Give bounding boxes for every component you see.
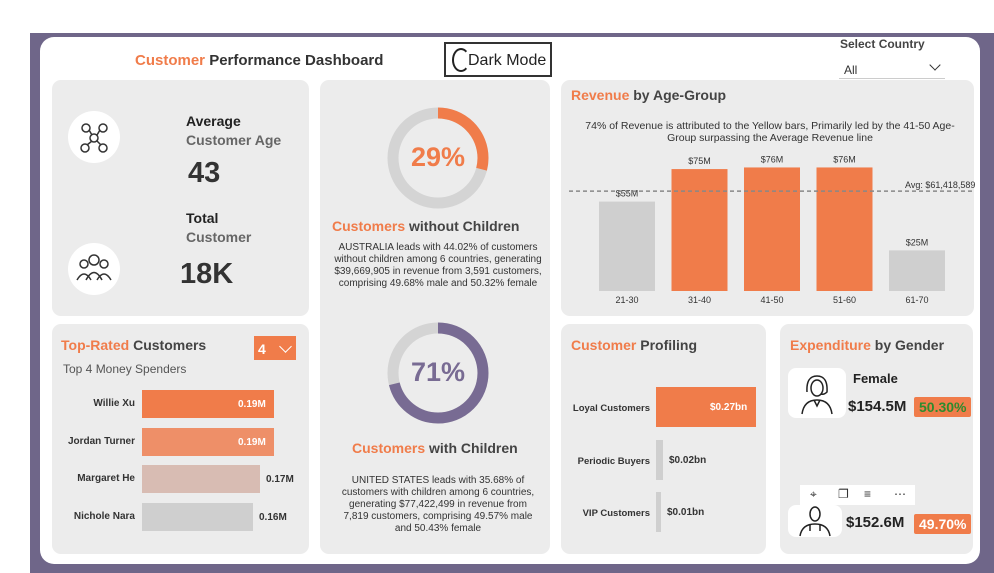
x-tick-label: 41-50 <box>760 295 783 305</box>
bar <box>599 201 655 291</box>
bar-value-label: 0.19M <box>238 399 266 410</box>
bar <box>656 492 661 532</box>
bar <box>142 427 274 456</box>
avg-age-label-1: Average <box>186 113 241 129</box>
more-icon[interactable]: ⋯ <box>894 487 906 501</box>
donut-with-percent: 71% <box>410 357 466 387</box>
avg-age-value: 43 <box>188 157 221 189</box>
dark-mode-button[interactable]: Dark Mode <box>444 42 552 77</box>
copy-icon[interactable]: ❐ <box>838 487 849 501</box>
bar-value-label: $0.27bn <box>710 402 748 413</box>
average-line-label: Avg: $61,418,589 <box>905 180 976 190</box>
donut-without-percent: 29% <box>410 142 466 172</box>
group-people-icon <box>68 243 120 295</box>
country-select[interactable]: All <box>839 58 945 79</box>
top-n-value: 4 <box>258 341 266 357</box>
bar-value-label: 0.16M <box>259 511 287 523</box>
children-card <box>320 80 550 554</box>
bar <box>816 167 873 291</box>
bar <box>142 390 274 418</box>
bar-label: Willie Xu <box>93 398 135 409</box>
top-n-selector[interactable]: 4 <box>254 336 296 360</box>
revenue-age-chart: $55M 21-30 $75M 31-40 $76M 41-50 $76M 51-60 $25M… <box>569 154 974 305</box>
bar-label: Nichole Nara <box>73 510 135 522</box>
bar-label: Loyal Customers <box>572 403 650 414</box>
man-avatar-icon <box>788 505 842 537</box>
donut-without-children <box>387 107 489 209</box>
bar <box>671 169 728 291</box>
chevron-down-icon <box>929 59 941 71</box>
top-rated-subtitle: Top 4 Money Spenders <box>63 362 187 376</box>
x-tick-label: 61-70 <box>905 295 928 305</box>
bar <box>889 250 945 291</box>
bar <box>142 465 260 493</box>
gender-title: Expenditure by Gender <box>790 337 945 353</box>
total-label-1: Total <box>186 210 219 226</box>
female-percent-badge: 50.30% <box>914 397 972 417</box>
page-title: Customer Performance Dashboard <box>135 52 384 69</box>
dark-mode-label: Dark Mode <box>468 52 547 69</box>
x-tick-label: 21-30 <box>615 295 638 305</box>
visual-toolbar <box>800 485 915 505</box>
woman-avatar-icon <box>788 368 846 418</box>
top-rated-title: Top-Rated Customers <box>61 337 207 353</box>
donut-with-arc <box>387 322 489 424</box>
bar-label: Margaret He <box>77 473 135 484</box>
moon-icon <box>452 48 470 72</box>
bar-label: Periodic Buyers <box>577 456 650 467</box>
male-value: $152.6M <box>846 514 905 531</box>
bar-value-label: $75M <box>688 156 711 166</box>
donut-with-title: Customers with Children <box>352 440 518 456</box>
male-percent-badge: 49.70% <box>914 514 972 534</box>
revenue-age-subtitle: 74% of Revenue is attributed to the Yell… <box>585 120 955 144</box>
pin-icon[interactable]: ⌖ <box>810 487 817 501</box>
profiling-title: Customer Profiling <box>571 337 698 353</box>
donut-with-description: UNITED STATES leads with 35.68% of custo… <box>341 475 535 534</box>
network-people-icon <box>68 111 120 163</box>
x-tick-label: 31-40 <box>688 295 711 305</box>
bar <box>656 440 663 480</box>
bar-value-label: 0.19M <box>238 436 266 448</box>
bar <box>142 502 253 531</box>
bar-label: Jordan Turner <box>67 435 135 447</box>
bar-label: VIP Customers <box>582 508 650 519</box>
female-value: $154.5M <box>848 398 907 415</box>
female-label: Female <box>853 371 898 386</box>
bar-value-label: 0.17M <box>266 474 294 485</box>
select-country-label: Select Country <box>840 37 925 51</box>
bar-value-label: $25M <box>906 237 929 247</box>
donut-without-description: AUSTRALIA leads with 44.02% of customers… <box>334 242 542 289</box>
bar-value-label: $76M <box>833 154 856 164</box>
donut-without-arc <box>387 107 489 209</box>
chevron-down-icon <box>279 340 292 353</box>
bar-value-label: $0.02bn <box>669 455 707 466</box>
total-value: 18K <box>180 258 234 290</box>
x-tick-label: 51-60 <box>833 295 856 305</box>
bar-value-label: $0.01bn <box>667 507 705 518</box>
revenue-age-title: Revenue by Age-Group <box>571 87 727 103</box>
bar-value-label: $55M <box>616 189 639 199</box>
total-label-2: Customer <box>186 229 252 245</box>
profiling-card <box>561 324 766 554</box>
filter-icon[interactable]: ≡ <box>864 487 872 501</box>
donut-with-children <box>387 322 489 424</box>
avg-age-label-2: Customer Age <box>186 132 282 148</box>
bar-value-label: $76M <box>761 154 784 164</box>
donut-without-title: Customers without Children <box>332 218 520 234</box>
country-select-value: All <box>844 63 858 77</box>
bar <box>656 387 756 427</box>
bar <box>744 167 800 291</box>
